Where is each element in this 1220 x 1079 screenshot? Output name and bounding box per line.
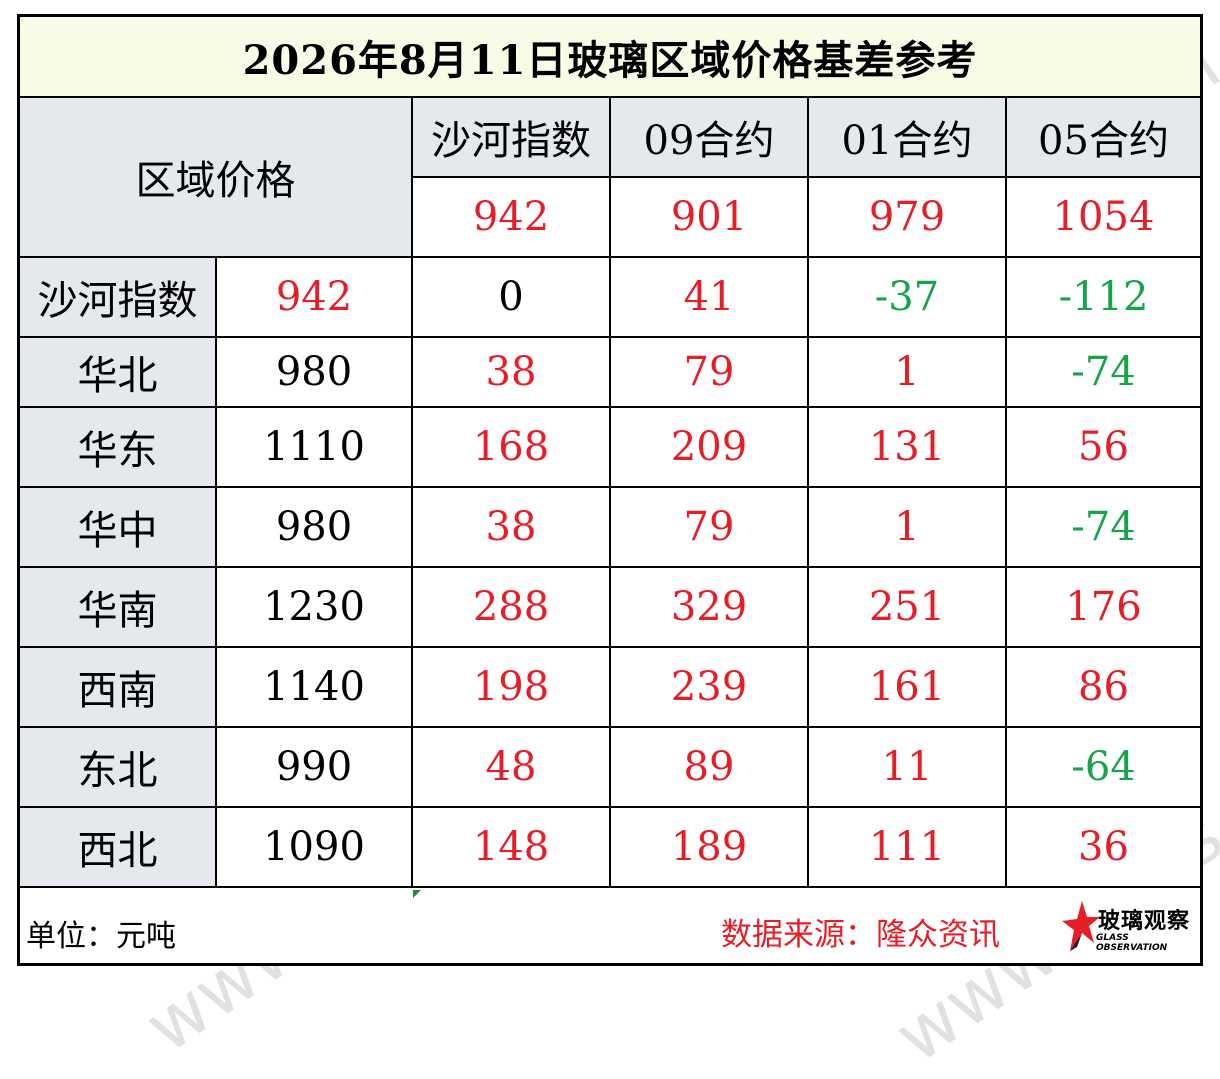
table-row: 华东 1110 168 209 131 56 [20,406,1201,488]
table-row: 华中 980 38 79 1 -74 [20,486,1201,568]
table-row: 华南 1230 288 329 251 176 [20,566,1201,648]
basis-value: 189 [609,806,809,888]
column-header: 05合约 [1004,96,1201,178]
column-price: 901 [609,176,809,258]
basis-value: 41 [609,256,809,338]
basis-value: 36 [1004,806,1201,888]
source-label: 数据来源：隆众资讯 [721,917,1000,953]
region-price: 1140 [215,646,413,728]
basis-value: 48 [411,726,611,808]
region-price: 980 [215,336,413,408]
region-label: 华东 [20,406,217,488]
region-label: 西南 [20,646,217,728]
column-price: 1054 [1004,176,1201,258]
basis-value: 79 [609,486,809,568]
footer: 单位：元吨 数据来源：隆众资讯 玻璃观察 GLASS OBSERVATION [20,887,1200,963]
logo-subtext: GLASS OBSERVATION [1096,933,1168,953]
basis-value: 161 [807,646,1007,728]
basis-value: 38 [411,486,611,568]
region-price: 990 [215,726,413,808]
table-row: 西南 1140 198 239 161 86 [20,646,1201,728]
region-label: 沙河指数 [20,256,217,338]
region-label: 西北 [20,806,217,888]
basis-value: 168 [411,406,611,488]
region-price: 942 [215,256,413,338]
unit-label: 单位：元吨 [26,919,176,954]
region-price: 980 [215,486,413,568]
region-label: 华北 [20,336,217,408]
basis-value: 38 [411,336,611,408]
basis-value: 176 [1004,566,1201,648]
column-header: 09合约 [609,96,809,178]
basis-value: 131 [807,406,1007,488]
basis-value: 0 [411,256,611,338]
basis-value: 239 [609,646,809,728]
header-price-row: 942 901 979 1054 [20,176,1201,258]
basis-value: 111 [807,806,1007,888]
table-row: 东北 990 48 89 11 -64 [20,726,1201,808]
basis-value: -112 [1004,256,1201,338]
basis-value: 198 [411,646,611,728]
basis-value: 11 [807,726,1007,808]
logo-text: 玻璃观察 [1098,909,1191,934]
header-row: 区域价格 沙河指数 09合约 01合约 05合约 [20,96,1201,258]
corner-label: 区域价格 [20,96,413,258]
region-label: 华中 [20,486,217,568]
basis-table: 2026年8月11日玻璃区域价格基差参考 区域价格 沙河指数 09合约 01合约… [20,17,1201,888]
basis-table-frame: 2026年8月11日玻璃区域价格基差参考 区域价格 沙河指数 09合约 01合约… [17,14,1203,966]
basis-value: 79 [609,336,809,408]
glass-observation-logo: 玻璃观察 GLASS OBSERVATION [1060,899,1200,955]
basis-value: -74 [1004,336,1201,408]
page-title: 2026年8月11日玻璃区域价格基差参考 [20,17,1201,98]
region-label: 华南 [20,566,217,648]
column-header: 01合约 [807,96,1007,178]
basis-value: 251 [807,566,1007,648]
basis-value: 1 [807,336,1007,408]
basis-value: 89 [609,726,809,808]
basis-value: 288 [411,566,611,648]
star-icon [1062,901,1100,951]
region-price: 1110 [215,406,413,488]
basis-value: 209 [609,406,809,488]
title-row: 2026年8月11日玻璃区域价格基差参考 [20,17,1201,98]
basis-value: 329 [609,566,809,648]
region-price: 1230 [215,566,413,648]
basis-value: -74 [1004,486,1201,568]
basis-value: 56 [1004,406,1201,488]
region-label: 东北 [20,726,217,808]
column-price: 979 [807,176,1007,258]
table-row: 西北 1090 148 189 111 36 [20,806,1201,888]
basis-value: -64 [1004,726,1201,808]
table-row: 华北 980 38 79 1 -74 [20,336,1201,408]
column-price: 942 [411,176,611,258]
region-price: 1090 [215,806,413,888]
basis-value: 148 [411,806,611,888]
basis-value: 86 [1004,646,1201,728]
table-row: 沙河指数 942 0 41 -37 -112 [20,256,1201,338]
basis-value: 1 [807,486,1007,568]
column-header: 沙河指数 [411,96,611,178]
cell-marker [413,883,421,898]
basis-value: -37 [807,256,1007,338]
